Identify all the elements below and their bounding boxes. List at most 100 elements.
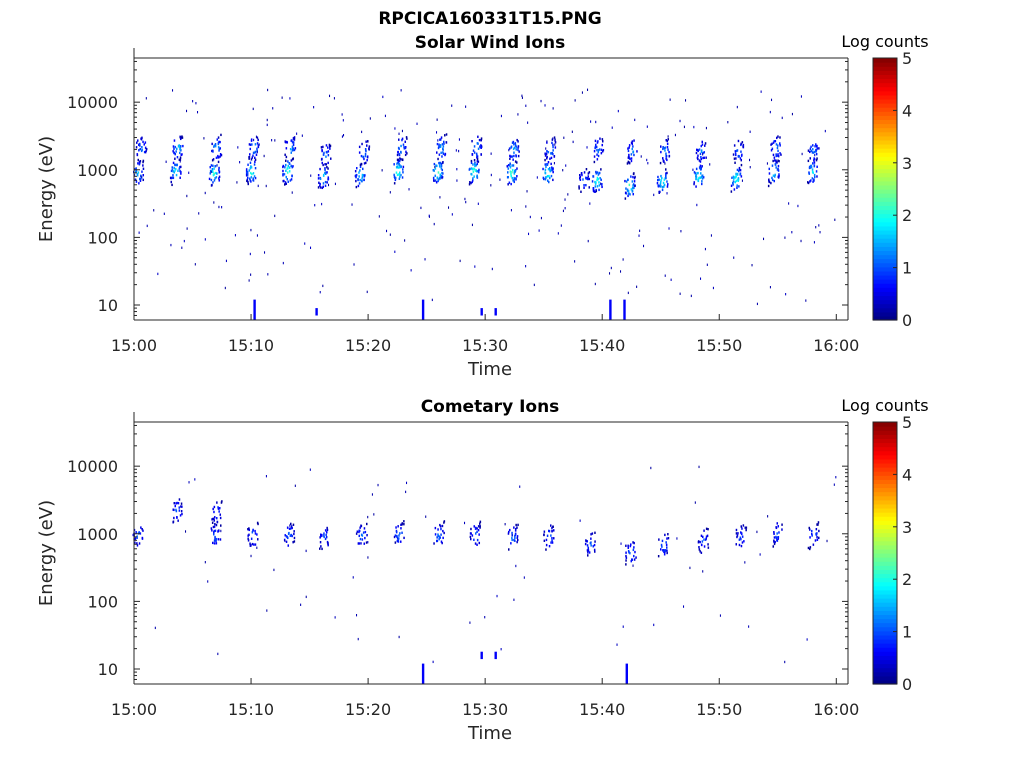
heatmap-cell	[264, 251, 266, 254]
heatmap-cell	[324, 184, 327, 187]
colorbar-swatch	[873, 651, 897, 656]
heatmap-cell	[334, 616, 336, 619]
heatmap-cell	[214, 143, 217, 146]
heatmap-cell	[741, 541, 744, 544]
heatmap-cell	[808, 171, 810, 174]
heatmap-cell	[540, 99, 542, 103]
heatmap-cell	[507, 164, 510, 167]
heatmap-cell	[736, 535, 738, 539]
heatmap-cell	[435, 181, 438, 184]
heatmap-cell	[476, 160, 479, 163]
heatmap-cell	[468, 168, 471, 171]
heatmap-cell	[286, 141, 289, 144]
heatmap-cell	[735, 175, 738, 178]
heatmap-cell	[513, 154, 515, 158]
heatmap-cell	[139, 144, 141, 147]
heatmap-cell	[629, 193, 631, 196]
heatmap-cell	[214, 516, 216, 519]
heatmap-cell	[394, 541, 397, 544]
heatmap-cell	[249, 161, 252, 164]
heatmap-cell	[354, 170, 357, 173]
heatmap-cell	[507, 167, 510, 170]
heatmap-cell	[139, 162, 141, 165]
heatmap-cell	[363, 542, 366, 545]
y-tick-label: 1000	[77, 525, 118, 544]
heatmap-cell	[217, 136, 220, 139]
heatmap-cell	[667, 138, 670, 141]
colorbar-swatch	[873, 659, 897, 665]
heatmap-cell	[442, 145, 445, 148]
heatmap-cell	[700, 149, 703, 152]
heatmap-cell	[477, 135, 479, 138]
colorbar-swatch	[873, 221, 897, 227]
heatmap-cell	[178, 158, 181, 161]
heatmap-cell	[186, 109, 188, 113]
heatmap-cell	[445, 133, 448, 136]
heatmap-cell	[667, 533, 669, 536]
heatmap-cell	[213, 517, 215, 520]
heatmap-cell	[665, 543, 668, 547]
heatmap-cell	[398, 163, 400, 166]
heatmap-cell	[513, 143, 515, 146]
heatmap-cell	[763, 237, 765, 241]
heatmap-cell	[204, 561, 206, 564]
heatmap-cell	[213, 144, 216, 147]
heatmap-cell	[600, 178, 602, 181]
heatmap-cell	[695, 173, 697, 177]
heatmap-cell	[807, 546, 810, 550]
heatmap-cell	[398, 159, 401, 163]
heatmap-cell	[736, 186, 738, 189]
heatmap-cell	[399, 171, 401, 174]
heatmap-cell	[400, 144, 402, 148]
heatmap-cell	[514, 169, 517, 172]
heatmap-cell	[281, 96, 283, 99]
heatmap-cell	[578, 185, 580, 188]
colorbar-tick-label: 2	[902, 206, 912, 225]
heatmap-cell	[474, 161, 476, 165]
heatmap-cell	[592, 189, 595, 192]
heatmap-cell	[536, 176, 538, 179]
heatmap-cell	[700, 166, 703, 170]
heatmap-cell	[210, 170, 212, 174]
heatmap-cell	[773, 156, 776, 159]
heatmap-cell	[399, 164, 401, 167]
heatmap-cell	[368, 147, 370, 150]
colorbar-swatch	[873, 107, 897, 112]
y-tick-label: 10000	[67, 457, 118, 476]
heatmap-cell	[144, 146, 147, 149]
heatmap-cell	[816, 165, 818, 168]
heatmap-cell	[700, 157, 703, 161]
heatmap-cell	[174, 163, 176, 166]
y-axis-label: Energy (eV)	[36, 500, 57, 606]
heatmap-cell	[600, 183, 603, 186]
heatmap-cell	[136, 544, 139, 547]
heatmap-cell	[779, 152, 781, 155]
colorbar-swatch	[873, 532, 897, 538]
heatmap-cell	[616, 643, 618, 646]
heatmap-cell	[456, 168, 458, 171]
heatmap-cell	[602, 140, 604, 143]
heatmap-cell	[180, 502, 183, 505]
heatmap-cell	[511, 155, 514, 158]
heatmap-cell	[745, 526, 748, 529]
heatmap-cell	[328, 143, 331, 147]
heatmap-cell	[778, 531, 780, 534]
heatmap-cell	[598, 172, 601, 175]
colorbar-swatch	[873, 90, 897, 96]
heatmap-cell	[476, 174, 478, 177]
heatmap-cell	[310, 174, 312, 177]
heatmap-cell	[146, 224, 148, 228]
heatmap-cell	[213, 179, 216, 182]
heatmap-cell	[287, 160, 289, 163]
heatmap-cell	[357, 184, 360, 188]
heatmap-cell	[774, 540, 776, 544]
heatmap-cell	[519, 485, 521, 488]
heatmap-cell	[247, 528, 249, 531]
heatmap-cell	[212, 150, 214, 153]
plot-background	[134, 422, 848, 684]
heatmap-cell	[813, 161, 816, 164]
heatmap-cell	[289, 97, 291, 100]
heatmap-cell	[529, 215, 531, 219]
heatmap-cell	[583, 171, 586, 174]
heatmap-cell	[666, 549, 668, 552]
